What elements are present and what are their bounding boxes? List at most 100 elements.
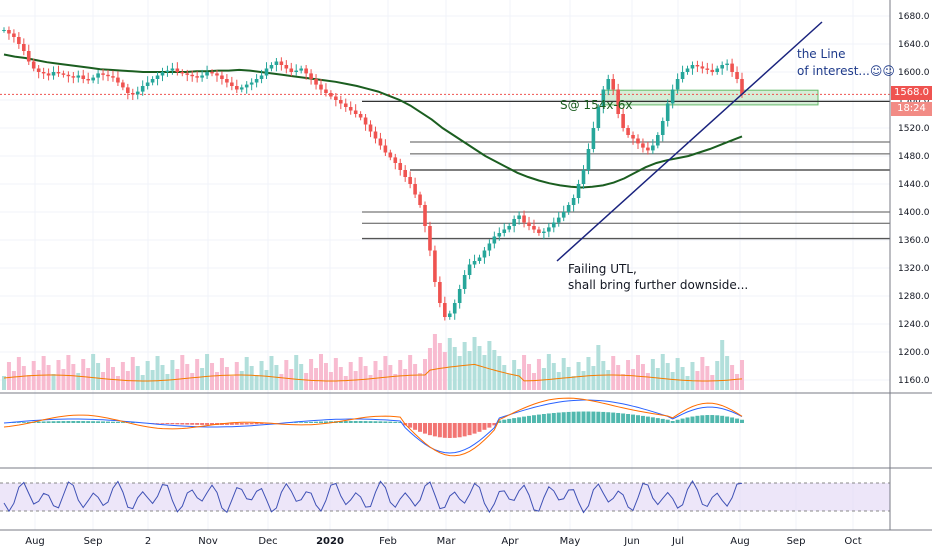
volume-bar xyxy=(671,372,675,390)
macd-histogram-bar xyxy=(299,422,303,423)
macd-histogram-bar xyxy=(527,416,531,423)
macd-histogram-bar xyxy=(106,422,110,423)
volume-bar xyxy=(314,368,318,390)
macd-histogram-bar xyxy=(606,412,610,423)
volume-bar xyxy=(448,338,452,390)
volume-bar xyxy=(502,365,506,390)
candle xyxy=(730,64,734,72)
volume-bar xyxy=(631,369,635,390)
macd-histogram-bar xyxy=(686,417,690,423)
volume-pane xyxy=(2,334,744,390)
volume-bar xyxy=(725,356,729,390)
volume-bar xyxy=(596,345,600,390)
candle xyxy=(230,83,234,87)
candle xyxy=(324,90,328,94)
macd-histogram-bar xyxy=(676,420,680,423)
candle xyxy=(86,79,90,80)
macd-histogram-bar xyxy=(388,422,392,423)
macd-histogram-bar xyxy=(175,423,179,424)
volume-bar xyxy=(428,348,432,390)
macd-histogram-bar xyxy=(378,421,382,423)
macd-histogram-bar xyxy=(17,422,21,423)
macd-histogram-bar xyxy=(37,422,41,423)
candle xyxy=(478,258,482,262)
candle xyxy=(181,72,185,73)
macd-histogram-bar xyxy=(47,421,51,423)
candle xyxy=(344,104,348,108)
macd-histogram-bar xyxy=(245,423,249,424)
volume-bar xyxy=(740,360,744,390)
volume-bar xyxy=(156,356,160,390)
candle xyxy=(646,148,650,151)
candle xyxy=(67,75,71,76)
macd-signal-line xyxy=(4,398,742,456)
candle xyxy=(725,64,729,65)
candle xyxy=(299,69,303,71)
candle xyxy=(572,198,576,205)
moving-average xyxy=(4,55,742,188)
candle xyxy=(2,30,6,31)
candle xyxy=(621,114,625,128)
candle xyxy=(502,230,506,234)
time-tick-label: Jul xyxy=(671,536,684,547)
candle xyxy=(205,72,209,76)
volume-bar xyxy=(710,375,714,390)
volume-bar xyxy=(52,374,56,390)
volume-bar xyxy=(487,341,491,390)
volume-bar xyxy=(621,374,625,390)
volume-bar xyxy=(235,362,239,390)
candle xyxy=(468,265,472,276)
candle xyxy=(720,65,724,69)
price-tick-label: 1640.0 xyxy=(898,40,930,50)
macd-histogram-bar xyxy=(96,421,100,423)
candle xyxy=(389,153,393,158)
volume-bar xyxy=(527,364,531,390)
candle xyxy=(354,111,358,115)
candle xyxy=(106,75,110,76)
volume-bar xyxy=(96,363,100,390)
macd-histogram-bar xyxy=(61,421,65,423)
volume-bar xyxy=(47,365,51,390)
volume-bar xyxy=(294,355,298,390)
candle xyxy=(418,195,422,206)
volume-bar xyxy=(42,356,46,390)
macd-histogram-bar xyxy=(656,418,660,423)
macd-histogram-bar xyxy=(641,416,645,423)
macd-histogram-bar xyxy=(458,423,462,437)
time-tick-label: Aug xyxy=(730,536,750,547)
candle xyxy=(384,146,388,153)
macd-histogram-bar xyxy=(502,420,506,423)
candle xyxy=(27,51,31,62)
volume-bar xyxy=(557,372,561,390)
macd-histogram-bar xyxy=(586,412,590,423)
volume-bar xyxy=(319,354,323,390)
price-tick-label: 1160.0 xyxy=(898,376,930,386)
price-tick-label: 1680.0 xyxy=(898,12,930,22)
macd-histogram-bar xyxy=(170,423,174,424)
candle xyxy=(37,69,41,73)
price-tick-label: 1480.0 xyxy=(898,152,930,162)
macd-histogram-bar xyxy=(562,412,566,423)
macd-histogram-bar xyxy=(695,416,699,423)
candle xyxy=(656,135,660,146)
volume-bar xyxy=(443,352,447,390)
volume-bar xyxy=(190,373,194,390)
volume-bar xyxy=(284,360,288,390)
candle xyxy=(76,76,80,78)
macd-histogram-bar xyxy=(200,423,204,425)
volume-bar xyxy=(12,371,16,390)
volume-bar xyxy=(146,361,150,390)
volume-bar xyxy=(403,369,407,390)
candle xyxy=(522,216,526,223)
macd-histogram-bar xyxy=(482,423,486,430)
candle xyxy=(493,237,497,244)
macd-histogram-bar xyxy=(601,412,605,423)
volume-bar xyxy=(591,366,595,390)
ma-line xyxy=(4,55,742,188)
candle xyxy=(280,62,284,66)
macd-histogram-bar xyxy=(56,421,60,423)
macd-histogram-bar xyxy=(636,415,640,423)
candle xyxy=(686,69,690,73)
candle xyxy=(413,184,417,195)
